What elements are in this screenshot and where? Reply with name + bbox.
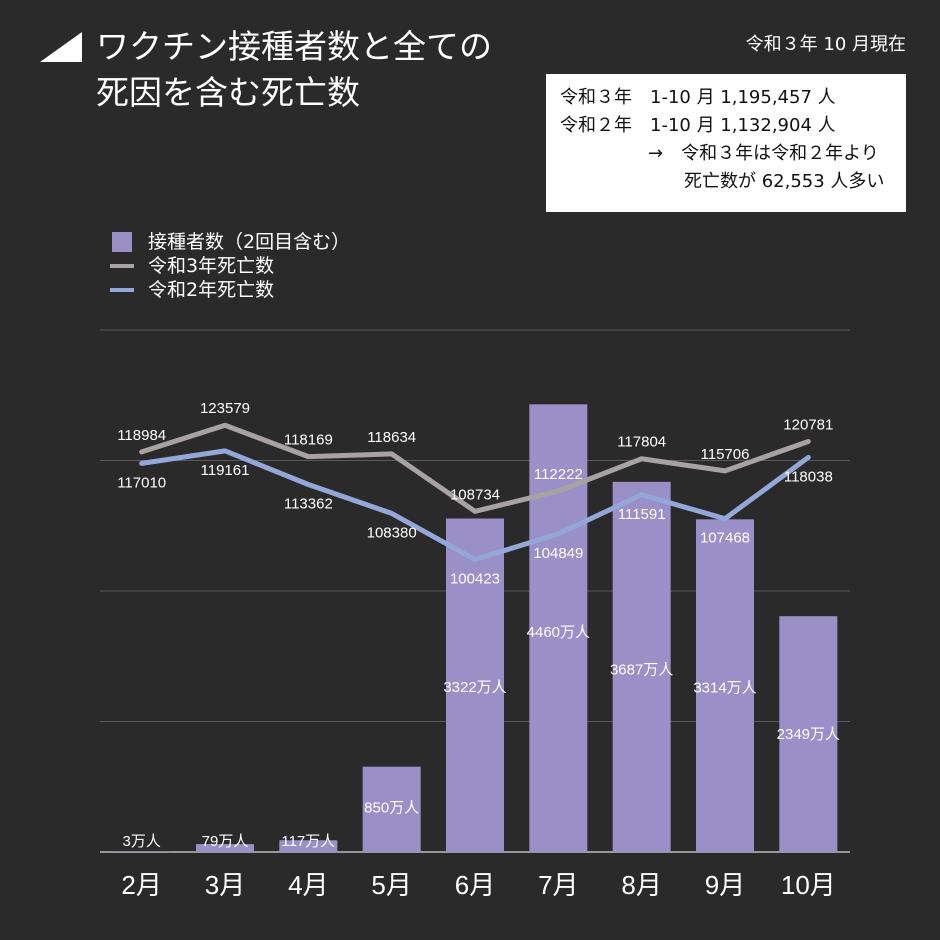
bar-3月 [196,844,254,852]
bar-9月 [696,519,754,852]
r3-value-label: 117804 [617,434,666,451]
legend-label-vaccinations: 接種者数（2回目含む） [148,231,351,253]
bar-5月 [362,766,421,852]
r3-value-label: 115706 [701,446,750,463]
x-tick-label: 7月 [538,870,578,900]
bar-10月 [779,616,838,852]
x-tick-label: 2月 [121,870,161,900]
legend-swatch-r3-line [110,264,134,268]
x-tick-label: 5月 [371,870,411,900]
legend-label-r2-deaths: 令和2年死亡数 [148,279,275,301]
x-tick-label: 3月 [205,870,245,900]
chart-legend: 接種者数（2回目含む） 令和3年死亡数 令和2年死亡数 [110,230,350,302]
chart-title: ワクチン接種者数と全ての 死因を含む死亡数 [96,24,492,116]
line-value-labels: 118984 123579 118169 118634 108734 112222 1178… [117,400,833,587]
summary-line-conclusion: → 令和３年は令和２年より [648,143,879,164]
r2-value-label: 104849 [533,545,583,562]
legend-swatch-bar [112,232,132,252]
bar-label: 850万人 [364,800,419,817]
bar-label: 3687万人 [610,661,673,678]
r3-value-label: 123579 [200,400,250,417]
bar-label: 2349万人 [777,726,840,743]
x-tick-label: 10月 [781,870,836,900]
summary-line-difference: 死亡数が 62,553 人多い [684,171,885,192]
chart-title-line2: 死因を含む死亡数 [96,73,360,112]
date-note: 令和３年 10 月現在 [745,34,906,55]
line-r2-deaths [139,448,811,563]
bar-label: 79万人 [202,833,249,850]
legend-label-r3-deaths: 令和3年死亡数 [148,255,275,277]
r2-value-label: 108380 [367,524,417,541]
r2-value-label: 111591 [618,506,666,523]
r2-value-label: 113362 [284,496,333,513]
bar-7月 [529,404,588,852]
bar-value-labels: 3万人 79万人 117万人 850万人 3322万人 4460万人 3687万人 3314万… [122,624,840,850]
summary-line-r3: 令和３年 1-10 月 1,195,457 人 [560,87,836,108]
line-r3-deaths [139,422,811,514]
x-tick-label: 4月 [288,870,328,900]
r2-value-label: 100423 [450,571,500,588]
r2-value-label: 119161 [201,462,250,479]
summary-line-r2: 令和２年 1-10 月 1,132,904 人 [560,115,836,136]
r3-value-label: 118169 [284,432,333,449]
bar-4月 [279,840,338,852]
bar-label: 3314万人 [693,679,756,696]
r3-value-label: 120781 [783,416,833,433]
line-series [139,422,811,563]
title-triangle-icon [40,32,82,62]
r3-value-label: 112222 [534,466,583,483]
bar-6月 [446,518,504,852]
x-tick-label: 6月 [455,870,495,900]
x-tick-label: 8月 [621,870,661,900]
x-axis-ticks: 2月 3月 4月 5月 6月 7月 8月 9月 10月 [121,870,835,900]
bar-label: 3万人 [122,833,160,850]
legend-item-r2-deaths: 令和2年死亡数 [110,278,350,302]
legend-item-r3-deaths: 令和3年死亡数 [110,254,350,278]
r3-value-label: 108734 [450,486,500,503]
bar-8月 [612,481,671,852]
r2-value-label: 107468 [700,530,750,547]
bar-label: 3322万人 [443,679,506,696]
bar-label: 4460万人 [527,624,590,641]
r2-value-label: 117010 [117,474,166,491]
x-tick-label: 9月 [705,870,745,900]
bar-series [112,404,838,852]
legend-item-vaccinations: 接種者数（2回目含む） [110,230,350,254]
r3-value-label: 118984 [117,427,166,444]
chart-title-line1: ワクチン接種者数と全ての [96,27,492,66]
summary-box: 令和３年 1-10 月 1,195,457 人 令和２年 1-10 月 1,13… [546,74,906,212]
r3-value-label: 118634 [367,429,416,446]
bar-label: 117万人 [281,833,335,850]
legend-swatch-r2-line [110,288,134,292]
r2-value-label: 118038 [784,468,833,485]
